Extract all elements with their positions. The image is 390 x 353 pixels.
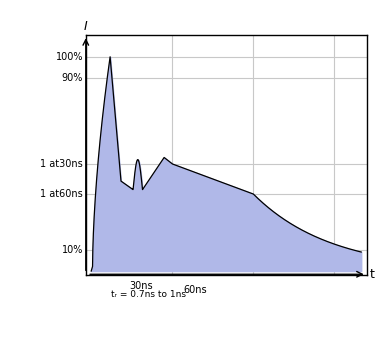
Text: t: t (369, 268, 374, 281)
Text: 60ns: 60ns (183, 286, 207, 295)
Text: 1 at30ns: 1 at30ns (40, 159, 83, 169)
Text: 10%: 10% (62, 245, 83, 255)
Text: I: I (84, 20, 88, 33)
Text: 90%: 90% (62, 73, 83, 83)
Text: 30ns: 30ns (129, 281, 153, 291)
Text: 1 at60ns: 1 at60ns (40, 189, 83, 199)
Text: 100%: 100% (56, 52, 83, 62)
Text: tᵣ = 0.7ns to 1ns: tᵣ = 0.7ns to 1ns (112, 290, 186, 299)
